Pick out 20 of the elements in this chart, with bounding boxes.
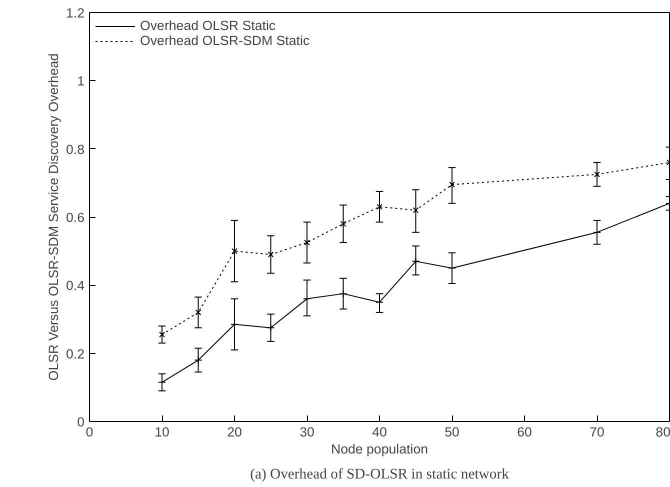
x-tick-label: 80 [656, 424, 670, 440]
x-tick-label: 60 [517, 424, 532, 440]
x-tick-label: 20 [227, 424, 242, 440]
y-tick-label: 1.2 [66, 6, 85, 20]
text: (a) Overhead of SD-OLSR in static network [250, 466, 510, 482]
y-tick-label: 0.6 [66, 210, 85, 225]
legend-label: Overhead OLSR Static [140, 18, 276, 33]
y-tick-label: 0.2 [66, 346, 85, 362]
y-axis-title: OLSR Versus OLSR-SDM Service Discovery Overhead [46, 53, 61, 381]
y-tick-label: 1 [77, 74, 85, 89]
x-tick-label: 30 [300, 424, 314, 440]
y-tick-label: 0 [77, 414, 85, 430]
y-tick-label: 0.8 [66, 142, 85, 157]
x-tick-label: 70 [590, 424, 604, 440]
legend-label: Overhead OLSR-SDM Static [140, 33, 310, 48]
x-tick-label: 50 [444, 424, 460, 440]
y-tick-label: 0.4 [66, 278, 86, 294]
x-tick-label: 10 [154, 424, 170, 440]
x-axis-title: Node population [330, 442, 428, 456]
x-tick-label: 40 [372, 424, 387, 440]
